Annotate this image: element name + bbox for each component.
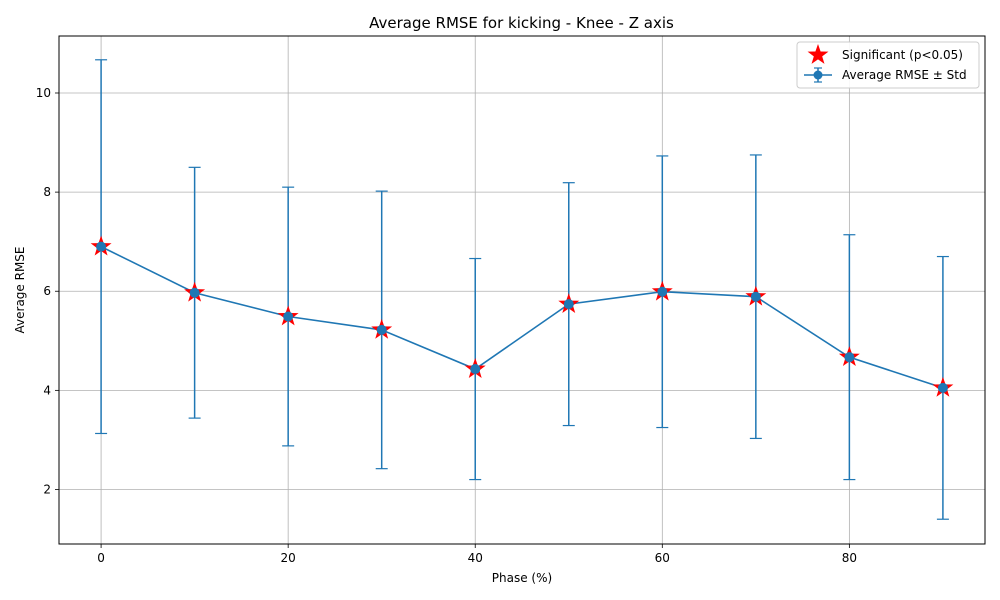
data-point bbox=[657, 286, 668, 297]
series-line-group bbox=[100, 245, 944, 389]
x-axis-ticks: 0 20 40 60 80 bbox=[97, 544, 857, 565]
legend: Significant (p<0.05) Average RMSE ± Std bbox=[796, 41, 980, 89]
x-axis-label: Phase (%) bbox=[492, 571, 552, 585]
y-tick-label: 8 bbox=[43, 185, 51, 199]
chart-title: Average RMSE for kicking - Knee - Z axis bbox=[369, 14, 674, 32]
y-tick-label: 2 bbox=[43, 482, 51, 496]
data-point bbox=[470, 364, 481, 375]
x-tick-label: 80 bbox=[842, 551, 857, 565]
data-point bbox=[376, 324, 387, 335]
y-tick-label: 10 bbox=[36, 86, 51, 100]
series-line bbox=[100, 245, 944, 389]
x-tick-label: 40 bbox=[468, 551, 483, 565]
y-tick-label: 6 bbox=[43, 284, 51, 298]
legend-box bbox=[796, 41, 980, 89]
legend-significant-marker bbox=[807, 44, 829, 64]
data-point bbox=[96, 241, 107, 252]
data-point bbox=[937, 382, 948, 393]
legend-significant-label: Significant (p<0.05) bbox=[842, 48, 963, 62]
y-axis-label: Average RMSE bbox=[13, 247, 27, 334]
error-bars bbox=[95, 59, 949, 520]
y-axis-ticks: 2 4 6 8 10 bbox=[36, 86, 59, 496]
legend-series-label: Average RMSE ± Std bbox=[842, 68, 967, 82]
x-tick-label: 60 bbox=[655, 551, 670, 565]
data-point bbox=[844, 352, 855, 363]
x-tick-label: 0 bbox=[97, 551, 105, 565]
data-point bbox=[563, 299, 574, 310]
significant-markers bbox=[90, 235, 954, 397]
plot-frame bbox=[58, 35, 986, 545]
data-point bbox=[750, 291, 761, 302]
y-tick-label: 4 bbox=[43, 383, 51, 397]
data-point bbox=[283, 311, 294, 322]
data-point bbox=[189, 287, 200, 298]
legend-series-marker bbox=[813, 70, 823, 80]
data-points bbox=[96, 241, 948, 393]
x-tick-label: 20 bbox=[281, 551, 296, 565]
